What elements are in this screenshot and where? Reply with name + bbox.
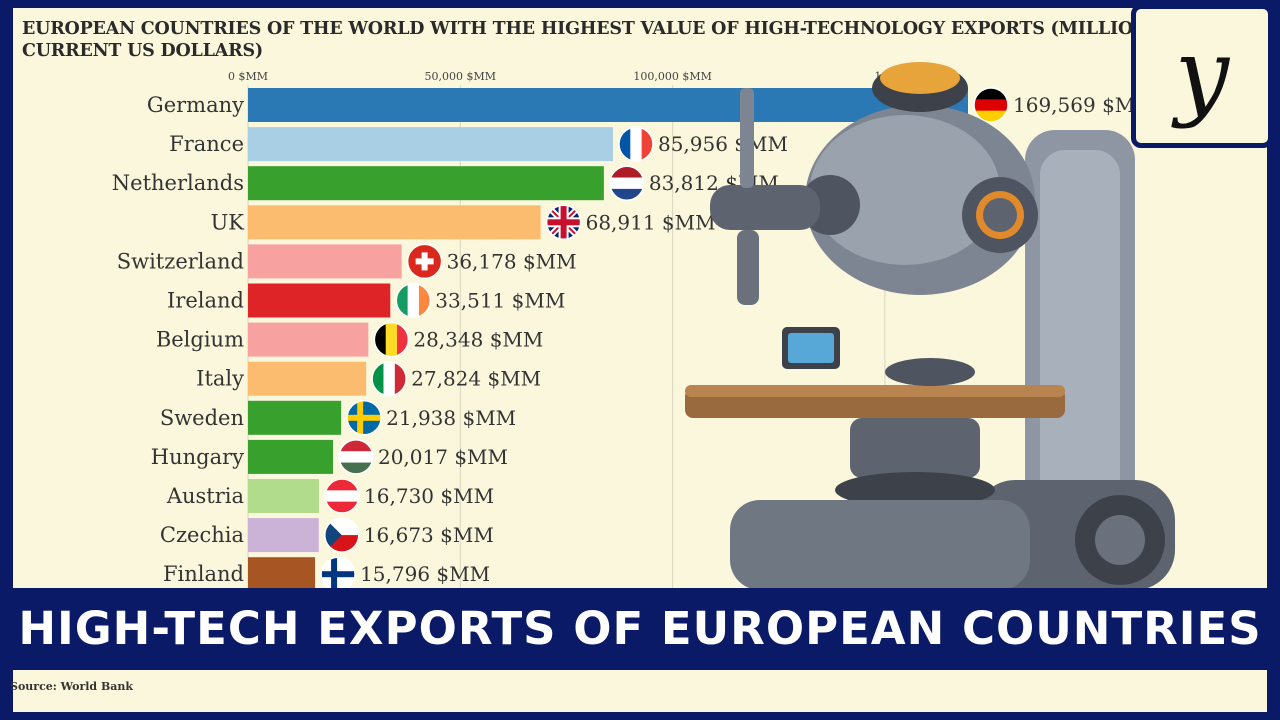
bar (248, 205, 541, 240)
category-label: Austria (166, 484, 244, 508)
machine-wheel-hub (1095, 515, 1145, 565)
machine-lower-body (730, 500, 1030, 590)
flag-switzerland-icon (406, 243, 443, 280)
machine-lens-core (983, 198, 1017, 232)
flag-france-icon (618, 126, 654, 162)
robot-illustration (685, 62, 1175, 600)
category-label: Sweden (160, 406, 244, 430)
bar (248, 166, 604, 201)
category-label: Hungary (151, 445, 244, 469)
value-label: 20,017 $MM (378, 445, 508, 469)
logo-letter: y (1174, 18, 1230, 130)
flag-czechia-icon (324, 517, 360, 553)
chart-title-line-1: EUROPEAN COUNTRIES OF THE WORLD WITH THE… (22, 19, 1149, 39)
flag-austria-icon (324, 478, 360, 514)
category-label: Germany (147, 93, 244, 117)
machine-top-light (880, 62, 960, 94)
machine-antenna (740, 88, 754, 188)
x-tick-label: 50,000 $MM (425, 70, 497, 83)
value-label: 28,348 $MM (413, 328, 543, 352)
value-label: 15,796 $MM (360, 562, 490, 586)
flag-belgium-icon (373, 321, 410, 358)
bar (248, 518, 319, 553)
machine-head-highlight (810, 115, 1000, 265)
machine-table-top (685, 385, 1065, 397)
machine-probe (737, 230, 759, 305)
machine-screen-display (788, 333, 834, 363)
bar (248, 88, 968, 122)
bar (248, 244, 402, 279)
flag-italy-icon (371, 360, 407, 397)
category-label: UK (211, 210, 245, 234)
value-label: 16,730 $MM (364, 484, 494, 508)
category-label: Czechia (160, 523, 244, 547)
value-label: 27,824 $MM (411, 367, 541, 391)
machine-arm (710, 185, 820, 230)
banner-text: HIGH-TECH EXPORTS OF EUROPEAN COUNTRIES (18, 602, 1262, 655)
value-label: 36,178 $MM (447, 249, 577, 273)
x-tick-label: 100,000 $MM (633, 70, 712, 83)
flag-hungary-icon (338, 439, 374, 475)
flag-uk-icon (545, 204, 582, 241)
value-label: 16,673 $MM (364, 523, 494, 547)
category-label: Finland (163, 562, 244, 586)
value-label: 21,938 $MM (386, 406, 516, 430)
bar (248, 557, 316, 592)
bar (248, 361, 367, 396)
bar (248, 322, 369, 357)
category-label: Switzerland (117, 249, 244, 273)
bar (248, 479, 320, 513)
category-label: Italy (196, 367, 244, 391)
value-label: 68,911 $MM (586, 210, 716, 234)
machine-stand-base (835, 472, 995, 508)
machine-column-highlight (1040, 150, 1120, 580)
source-note: Source: World Bank (10, 680, 133, 693)
bar (248, 439, 333, 474)
channel-logo[interactable]: y (1131, 4, 1273, 148)
machine-dial (885, 358, 975, 386)
flag-netherlands-icon (609, 165, 645, 201)
flag-ireland-icon (395, 282, 432, 319)
category-label: France (169, 132, 244, 156)
value-label: 85,956 $MM (658, 132, 788, 156)
chart-title-line-2: CURRENT US DOLLARS) (22, 41, 263, 61)
x-tick-label: 0 $MM (228, 70, 268, 83)
bar (248, 283, 391, 318)
machine-stand (850, 418, 980, 478)
chart-title: EUROPEAN COUNTRIES OF THE WORLD WITH THE… (22, 18, 1172, 62)
bar (248, 127, 613, 162)
flag-finland-icon (320, 556, 356, 592)
category-label: Netherlands (112, 171, 244, 195)
flag-sweden-icon (346, 400, 382, 436)
category-label: Belgium (156, 328, 244, 352)
title-banner: HIGH-TECH EXPORTS OF EUROPEAN COUNTRIES (0, 588, 1280, 670)
value-label: 33,511 $MM (435, 289, 565, 313)
category-label: Ireland (167, 289, 244, 313)
bar (248, 400, 342, 435)
flag-germany-icon (973, 87, 1009, 123)
